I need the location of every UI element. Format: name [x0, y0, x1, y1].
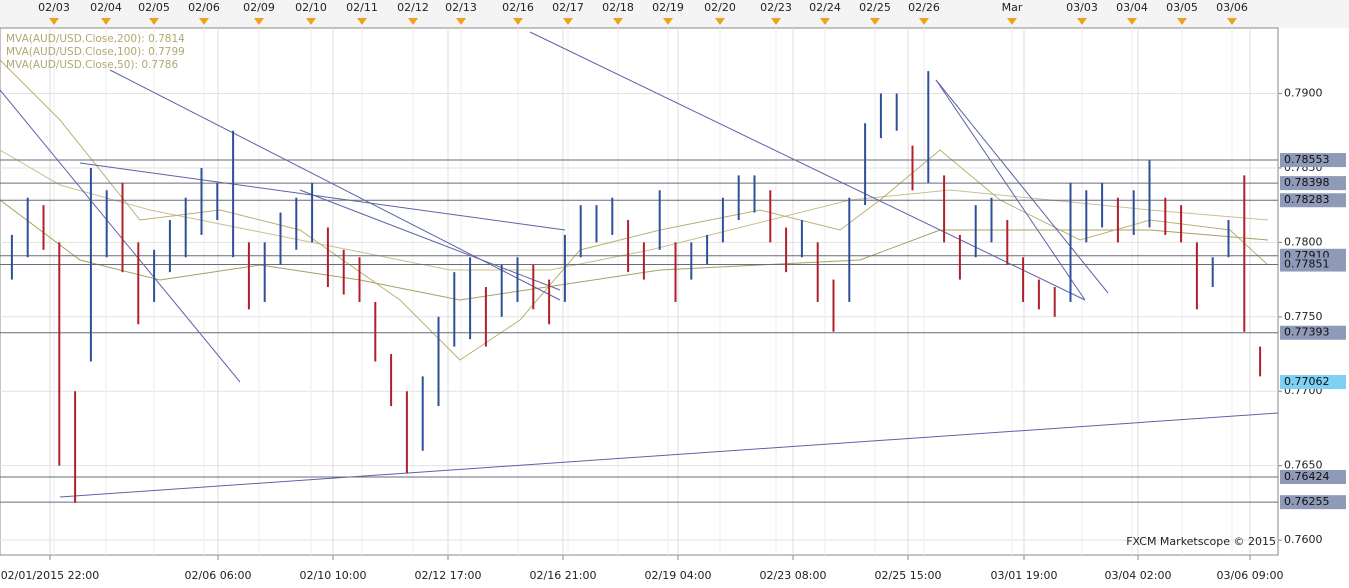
date-label: 03/06 [1216, 1, 1248, 14]
level-label: 0.77393 [1284, 326, 1330, 339]
plot-area [0, 27, 1279, 556]
date-label: 02/24 [809, 1, 841, 14]
level-label: 0.76424 [1284, 470, 1330, 483]
date-marker [513, 18, 523, 25]
y-tick-label: 0.7800 [1284, 235, 1323, 248]
date-label: 02/10 [295, 1, 327, 14]
trend-line [935, 79, 1086, 301]
date-label: 02/25 [859, 1, 891, 14]
date-marker [1227, 18, 1237, 25]
bars [10, 71, 1262, 503]
date-marker [199, 18, 209, 25]
x-tick-label: 02/16 21:00 [530, 569, 597, 582]
level-label: 0.77851 [1284, 258, 1330, 271]
date-marker [408, 18, 418, 25]
mva-200 [0, 149, 1269, 271]
level-box [1280, 469, 1346, 484]
date-label: 03/05 [1166, 1, 1198, 14]
level-label: 0.78283 [1284, 193, 1330, 206]
level-box [1280, 153, 1346, 168]
date-label: 02/05 [138, 1, 170, 14]
level-box [1280, 495, 1346, 510]
date-marker [771, 18, 781, 25]
legend-entry: MVA(AUD/USD.Close,50): 0.7786 [6, 59, 178, 71]
y-tick-label: 0.7900 [1284, 87, 1323, 100]
x-tick-label: 02/12 17:00 [415, 569, 482, 582]
level-box [1280, 176, 1346, 191]
level-label: 0.76255 [1284, 495, 1330, 508]
x-tick-label: 03/06 09:00 [1217, 569, 1284, 582]
mva-100 [0, 199, 1269, 301]
date-label: 02/16 [502, 1, 534, 14]
date-marker [1007, 18, 1017, 25]
level-box [1280, 193, 1346, 208]
x-tick-label: 02/01/2015 22:00 [1, 569, 100, 582]
date-marker [563, 18, 573, 25]
date-marker [254, 18, 264, 25]
date-marker [149, 18, 159, 25]
x-tick-label: 02/25 15:00 [875, 569, 942, 582]
x-tick-label: 02/06 06:00 [185, 569, 252, 582]
date-marker [715, 18, 725, 25]
y-tick-label: 0.7650 [1284, 459, 1323, 472]
date-marker [870, 18, 880, 25]
date-label: 02/06 [188, 1, 220, 14]
current-price-box [1280, 375, 1346, 390]
date-label: 02/26 [908, 1, 940, 14]
levels [0, 159, 1278, 503]
y-tick-label: 0.7750 [1284, 310, 1323, 323]
y-tick-label: 0.7600 [1284, 533, 1323, 546]
date-marker [357, 18, 367, 25]
date-marker [820, 18, 830, 25]
date-marker [613, 18, 623, 25]
date-label: 03/04 [1116, 1, 1148, 14]
grid [0, 28, 1278, 555]
date-marker [456, 18, 466, 25]
date-label: 02/03 [38, 1, 70, 14]
date-marker [1077, 18, 1087, 25]
x-tick-label: 03/04 02:00 [1105, 569, 1172, 582]
x-tick-label: 02/19 04:00 [645, 569, 712, 582]
date-marker [49, 18, 59, 25]
date-label: 03/03 [1066, 1, 1098, 14]
date-label: 02/11 [346, 1, 378, 14]
x-tick-label: 02/23 08:00 [760, 569, 827, 582]
level-box [1280, 325, 1346, 340]
date-marker [306, 18, 316, 25]
level-label: 0.78398 [1284, 176, 1330, 189]
date-label: Mar [1002, 1, 1023, 14]
current-price-label: 0.77062 [1284, 375, 1330, 388]
legend-entry: MVA(AUD/USD.Close,200): 0.7814 [6, 33, 185, 45]
date-marker [919, 18, 929, 25]
watermark: FXCM Marketscope © 2015 [1126, 535, 1276, 548]
trend-line [0, 89, 241, 383]
date-label: 02/19 [652, 1, 684, 14]
y-axis: 0.76000.76500.77000.77500.78000.78500.79… [1278, 87, 1346, 546]
date-marker [663, 18, 673, 25]
x-tick-label: 03/01 19:00 [991, 569, 1058, 582]
date-marker [1127, 18, 1137, 25]
date-label: 02/18 [602, 1, 634, 14]
date-label: 02/04 [90, 1, 122, 14]
date-strip [0, 0, 1349, 28]
date-label: 02/09 [243, 1, 275, 14]
trend-line [935, 79, 1109, 294]
date-marker [101, 18, 111, 25]
date-marker [1177, 18, 1187, 25]
date-label: 02/12 [397, 1, 429, 14]
date-label: 02/13 [445, 1, 477, 14]
trend-line [79, 162, 566, 231]
level-box [1280, 257, 1346, 272]
date-label: 02/23 [760, 1, 792, 14]
trend-line [59, 412, 1279, 498]
date-label: 02/17 [552, 1, 584, 14]
date-label: 02/20 [704, 1, 736, 14]
x-tick-label: 02/10 10:00 [300, 569, 367, 582]
legend-entry: MVA(AUD/USD.Close,100): 0.7799 [6, 46, 185, 58]
level-label: 0.78553 [1284, 153, 1330, 166]
